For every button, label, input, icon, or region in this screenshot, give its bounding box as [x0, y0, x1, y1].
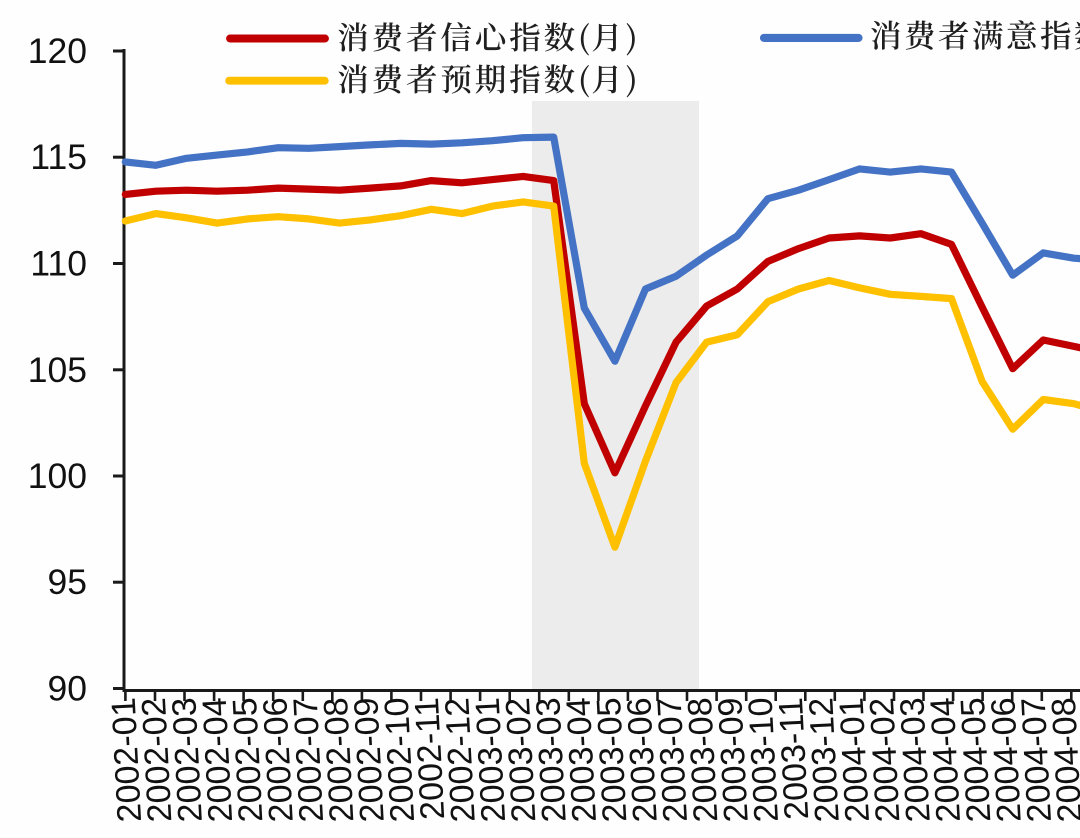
svg-text:2003-03: 2003-03: [529, 697, 573, 824]
svg-text:2002-03: 2002-03: [165, 697, 209, 824]
svg-text:2003-11: 2003-11: [772, 697, 816, 821]
svg-text:2002-09: 2002-09: [347, 697, 391, 824]
svg-text:2002-07: 2002-07: [287, 697, 331, 824]
svg-text:2004-08: 2004-08: [1045, 697, 1080, 824]
svg-text:2004-02: 2004-02: [863, 697, 907, 824]
svg-text:2002-01: 2002-01: [105, 697, 149, 824]
svg-text:2002-05: 2002-05: [226, 697, 270, 824]
svg-text:2004-04: 2004-04: [924, 697, 968, 824]
svg-text:90: 90: [48, 669, 88, 709]
svg-text:2004-06: 2004-06: [984, 697, 1028, 824]
svg-text:2002-06: 2002-06: [256, 697, 300, 824]
svg-text:2004-05: 2004-05: [954, 697, 998, 824]
svg-text:2002-12: 2002-12: [438, 697, 482, 824]
svg-text:2004-01: 2004-01: [833, 697, 877, 824]
svg-text:2002-11: 2002-11: [408, 697, 452, 821]
svg-text:105: 105: [28, 350, 87, 390]
svg-text:2002-04: 2002-04: [196, 697, 240, 824]
svg-text:2003-01: 2003-01: [469, 697, 513, 824]
svg-text:2003-06: 2003-06: [620, 697, 664, 824]
svg-text:2003-09: 2003-09: [711, 697, 755, 824]
svg-text:2002-08: 2002-08: [317, 697, 361, 824]
svg-text:100: 100: [28, 456, 87, 496]
svg-text:115: 115: [30, 137, 87, 177]
svg-text:120: 120: [28, 31, 87, 71]
svg-text:2002-10: 2002-10: [378, 697, 422, 824]
svg-text:2002-02: 2002-02: [135, 697, 179, 824]
svg-text:110: 110: [30, 244, 87, 284]
svg-text:2003-07: 2003-07: [651, 697, 695, 824]
svg-text:2003-10: 2003-10: [742, 697, 786, 824]
svg-text:2003-02: 2003-02: [499, 697, 543, 824]
svg-text:2003-05: 2003-05: [590, 697, 634, 824]
svg-text:95: 95: [48, 562, 88, 602]
svg-text:2004-03: 2004-03: [893, 697, 937, 824]
svg-text:2004-07: 2004-07: [1015, 697, 1059, 824]
svg-text:2003-04: 2003-04: [560, 697, 604, 824]
svg-text:2003-12: 2003-12: [802, 697, 846, 824]
svg-text:2003-08: 2003-08: [681, 697, 725, 824]
